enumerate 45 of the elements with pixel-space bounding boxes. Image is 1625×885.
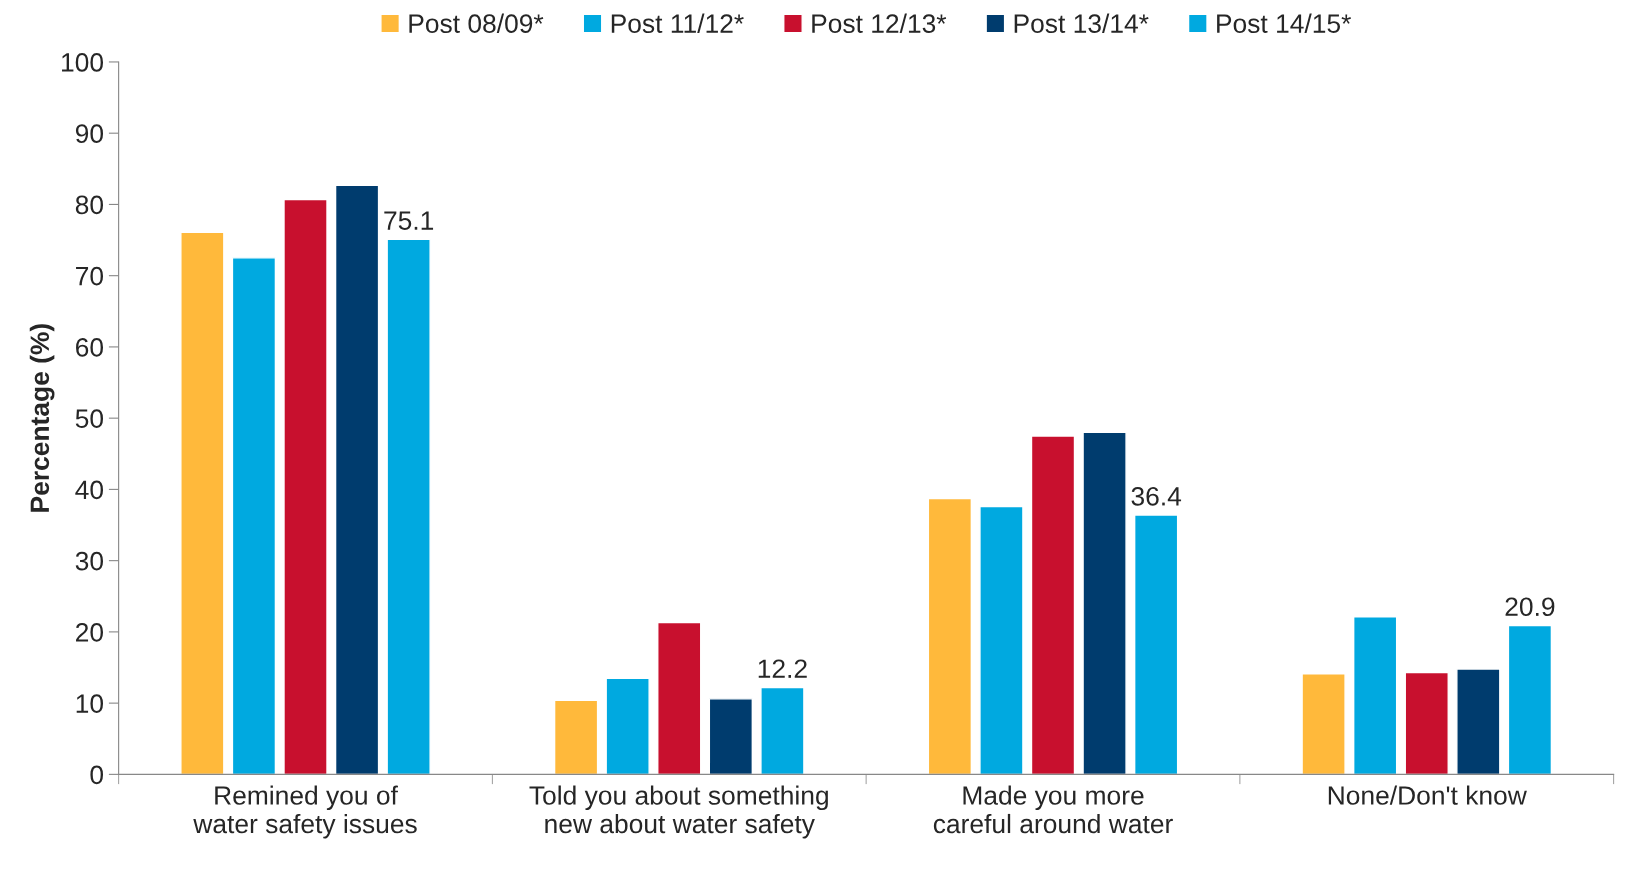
bar: [334, 184, 380, 775]
bar: [1301, 673, 1346, 775]
bar: [1352, 616, 1398, 775]
bar: [1133, 514, 1179, 775]
legend-label: Post 12/13*: [812, 13, 947, 33]
bar: [1082, 431, 1127, 775]
bar: [1507, 624, 1553, 775]
y-axis-title: Percentage (%): [29, 324, 55, 512]
y-tick-label: 30: [75, 551, 104, 571]
bar: [927, 497, 973, 775]
data-label: 75.1: [384, 211, 434, 230]
bar: [1456, 668, 1501, 775]
x-tick-label: Made you more careful around water: [933, 785, 1173, 834]
bar: [605, 677, 650, 775]
bar: [231, 257, 277, 775]
bar: [553, 699, 599, 775]
y-tick-label: 20: [76, 623, 104, 642]
bar: [283, 198, 328, 775]
bar: [386, 238, 431, 775]
y-tick-label: 50: [75, 409, 104, 428]
bar: [708, 698, 754, 775]
y-tick-label: 70: [76, 266, 104, 286]
y-tick-label: 10: [76, 694, 104, 713]
legend-label: Post 11/12*: [611, 13, 744, 33]
data-label: 20.9: [1505, 597, 1555, 617]
y-tick-label: 90: [75, 124, 104, 144]
y-tick-label: 80: [75, 195, 104, 215]
y-tick-label: 60: [76, 338, 104, 357]
bar: [180, 231, 225, 775]
legend-label: Post 14/15*: [1217, 13, 1351, 33]
legend-label: Post 08/09*: [409, 13, 544, 33]
data-label: 12.2: [758, 659, 807, 678]
bar: [979, 505, 1024, 775]
x-tick-label: Remined you of water safety issues: [193, 785, 417, 839]
bar: [657, 621, 702, 775]
y-tick-label: 40: [75, 480, 104, 500]
y-tick-label: 100: [62, 53, 104, 72]
legend-label: Post 13/14*: [1014, 13, 1149, 33]
y-tick-label: 0: [90, 765, 104, 785]
x-tick-label: None/Don't know: [1328, 785, 1527, 805]
bar: [1404, 671, 1449, 775]
bar: [1030, 435, 1076, 775]
bar: [760, 686, 805, 775]
data-label: 36.4: [1131, 486, 1182, 506]
x-tick-label: Told you about something new about water safety: [529, 785, 828, 839]
